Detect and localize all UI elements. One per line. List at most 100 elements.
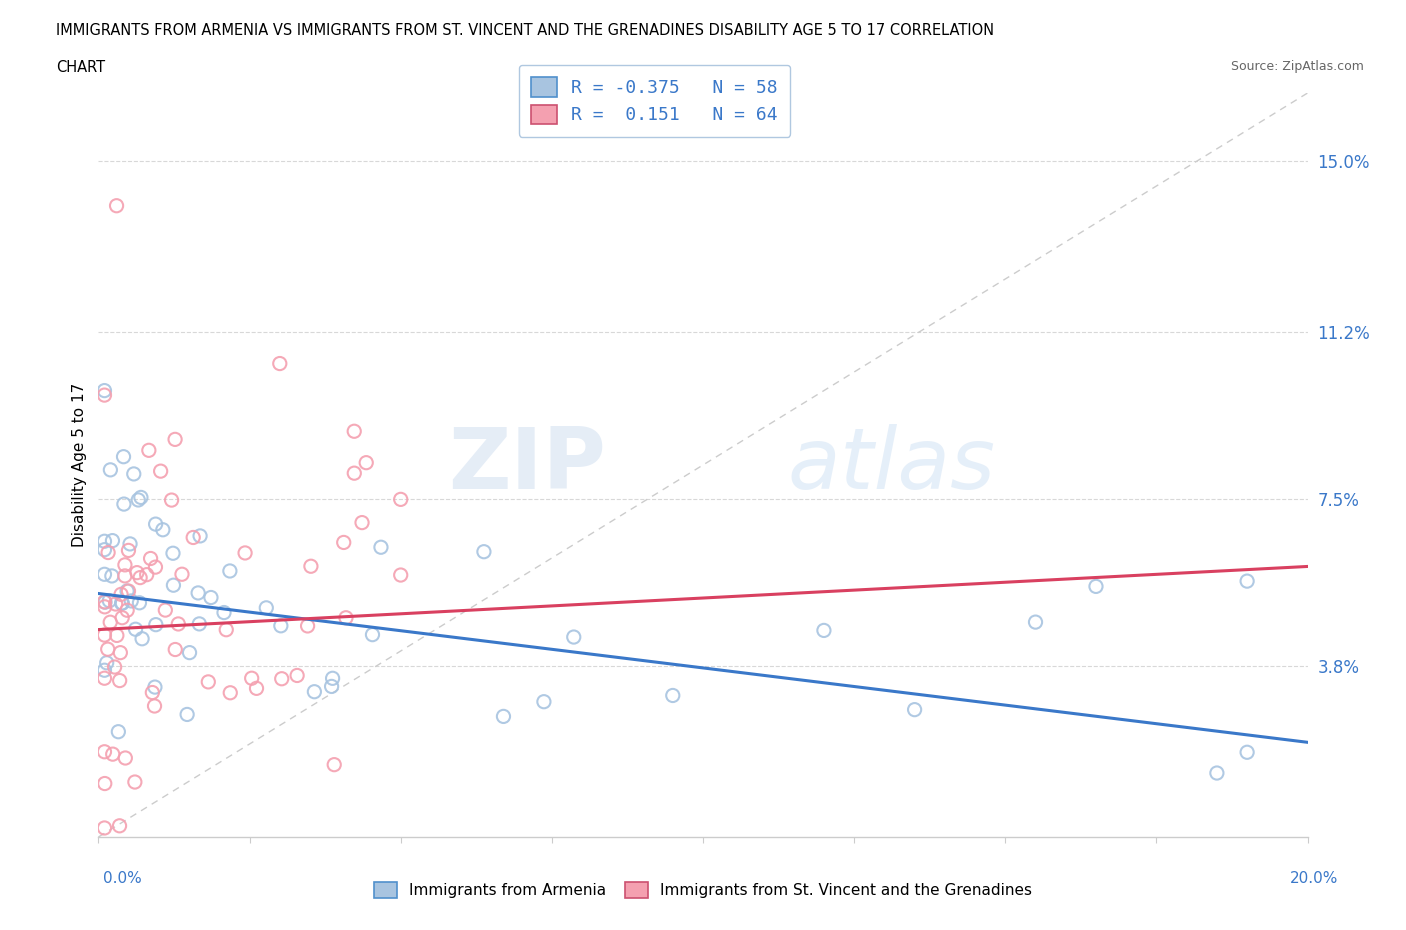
Point	[322, 671, 344, 685]
Point	[115, 583, 138, 598]
Point	[100, 462, 122, 477]
Point	[155, 603, 177, 618]
Point	[323, 757, 346, 772]
Point	[135, 567, 157, 582]
Point	[141, 685, 163, 700]
Point	[93, 534, 115, 549]
Point	[335, 610, 357, 625]
Point	[167, 617, 190, 631]
Point	[170, 566, 193, 581]
Point	[200, 590, 222, 604]
Point	[105, 198, 128, 213]
Point	[187, 586, 209, 601]
Point	[93, 744, 115, 759]
Point	[122, 467, 145, 482]
Text: Source: ZipAtlas.com: Source: ZipAtlas.com	[1230, 60, 1364, 73]
Legend: Immigrants from Armenia, Immigrants from St. Vincent and the Grenadines: Immigrants from Armenia, Immigrants from…	[367, 874, 1039, 906]
Point	[117, 584, 139, 599]
Point	[162, 578, 184, 592]
Point	[143, 680, 166, 695]
Point	[370, 539, 392, 554]
Point	[254, 601, 277, 616]
Point	[112, 497, 135, 512]
Point	[93, 567, 115, 582]
Point	[104, 659, 127, 674]
Point	[562, 630, 585, 644]
Point	[120, 593, 142, 608]
Point	[114, 751, 136, 765]
Point	[115, 603, 138, 618]
Point	[138, 443, 160, 458]
Point	[145, 560, 167, 575]
Point	[389, 567, 412, 582]
Point	[389, 492, 412, 507]
Point	[245, 681, 267, 696]
Point	[219, 685, 242, 700]
Point	[145, 517, 167, 532]
Point	[93, 671, 115, 685]
Point	[160, 493, 183, 508]
Point	[139, 551, 162, 566]
Point	[114, 568, 136, 583]
Point	[269, 356, 291, 371]
Point	[101, 747, 124, 762]
Point	[240, 671, 263, 685]
Point	[149, 464, 172, 479]
Point	[118, 537, 141, 551]
Point	[105, 628, 128, 643]
Point	[188, 528, 211, 543]
Point	[179, 645, 201, 660]
Point	[112, 449, 135, 464]
Y-axis label: Disability Age 5 to 17: Disability Age 5 to 17	[72, 383, 87, 547]
Text: ZIP: ZIP	[449, 423, 606, 507]
Point	[361, 627, 384, 642]
Legend: R = -0.375   N = 58, R =  0.151   N = 64: R = -0.375 N = 58, R = 0.151 N = 64	[519, 65, 790, 137]
Point	[215, 622, 238, 637]
Point	[111, 596, 134, 611]
Point	[110, 596, 132, 611]
Point	[93, 594, 115, 609]
Point	[285, 668, 308, 683]
Point	[131, 631, 153, 646]
Point	[165, 642, 187, 657]
Point	[321, 679, 343, 694]
Point	[125, 565, 148, 580]
Point	[93, 542, 115, 557]
Point	[904, 702, 927, 717]
Point	[110, 645, 132, 660]
Point	[111, 610, 134, 625]
Point	[472, 544, 495, 559]
Text: 20.0%: 20.0%	[1291, 871, 1339, 886]
Point	[304, 684, 326, 699]
Point	[114, 557, 136, 572]
Point	[533, 695, 555, 710]
Point	[1236, 574, 1258, 589]
Point	[176, 707, 198, 722]
Point	[165, 432, 187, 446]
Point	[188, 617, 211, 631]
Point	[219, 564, 242, 578]
Point	[101, 568, 124, 583]
Point	[101, 533, 124, 548]
Point	[98, 615, 121, 630]
Point	[350, 515, 373, 530]
Point	[143, 698, 166, 713]
Point	[94, 777, 117, 791]
Point	[128, 595, 150, 610]
Point	[124, 775, 146, 790]
Point	[233, 546, 256, 561]
Point	[108, 673, 131, 688]
Point	[270, 618, 292, 633]
Point	[108, 818, 131, 833]
Text: IMMIGRANTS FROM ARMENIA VS IMMIGRANTS FROM ST. VINCENT AND THE GRENADINES DISABI: IMMIGRANTS FROM ARMENIA VS IMMIGRANTS FR…	[56, 23, 994, 38]
Point	[129, 570, 152, 585]
Point	[97, 545, 120, 560]
Point	[97, 642, 120, 657]
Point	[1024, 615, 1046, 630]
Point	[145, 618, 167, 632]
Text: 0.0%: 0.0%	[103, 871, 142, 886]
Point	[299, 559, 322, 574]
Point	[354, 455, 377, 470]
Point	[152, 523, 174, 538]
Text: atlas: atlas	[787, 423, 995, 507]
